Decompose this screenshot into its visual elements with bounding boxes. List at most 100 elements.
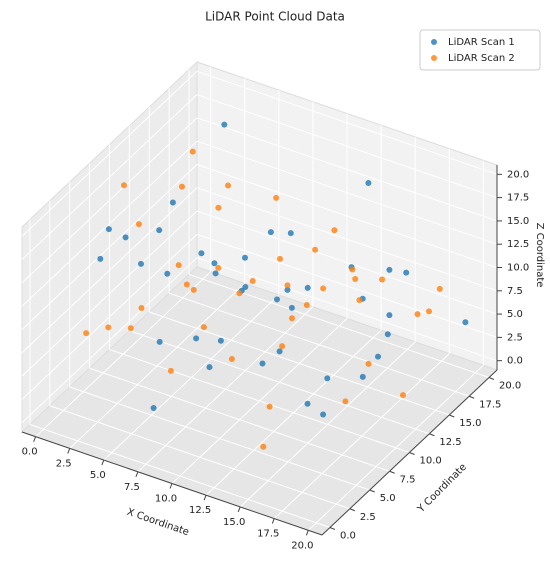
tick-mark [67, 448, 71, 454]
y-tick-label: 12.5 [439, 437, 461, 448]
tick-mark [305, 530, 309, 536]
point [426, 308, 432, 315]
legend-label: LiDAR Scan 1 [448, 37, 515, 48]
z-tick-label: 15.0 [507, 216, 529, 227]
point [225, 182, 231, 189]
x-tick-label: 17.5 [257, 529, 279, 540]
legend-marker [431, 55, 437, 61]
point [320, 411, 327, 418]
point [365, 180, 372, 186]
y-tick-label: 15.0 [459, 418, 481, 429]
grid-line [21, 210, 198, 377]
point [324, 375, 331, 382]
point [127, 325, 134, 332]
point [375, 353, 381, 360]
legend: LiDAR Scan 1 LiDAR Scan 2 [419, 29, 541, 71]
point [320, 285, 327, 292]
z-axis-label: Z Coordinate [534, 223, 545, 288]
point [384, 331, 391, 338]
grid-line [21, 70, 198, 237]
point [279, 343, 286, 350]
point [349, 266, 356, 273]
point [135, 221, 142, 228]
point [179, 183, 185, 190]
point [284, 286, 291, 293]
y-tick-label: 7.5 [400, 474, 416, 485]
grid-line [129, 330, 430, 435]
point [352, 276, 359, 282]
tick-mark [135, 471, 139, 477]
point [175, 262, 182, 269]
point [215, 264, 222, 271]
grid-line [109, 349, 410, 453]
z-tick-label: 0.0 [507, 356, 523, 367]
point [156, 338, 163, 345]
tick-mark [488, 377, 495, 380]
point [331, 227, 338, 234]
point [228, 356, 235, 362]
grid-line [196, 233, 498, 338]
grid-line [196, 210, 498, 315]
point [288, 304, 295, 311]
tick-mark [271, 518, 275, 524]
point [97, 255, 104, 262]
point [189, 148, 196, 155]
grid-line [49, 405, 351, 510]
tick-mark [369, 489, 375, 493]
point [183, 281, 190, 288]
point [386, 312, 393, 319]
grid-line [29, 424, 331, 528]
point [289, 315, 295, 322]
x-tick-label: 0.0 [22, 447, 38, 458]
point [105, 324, 112, 331]
grid-line [21, 187, 198, 354]
point [215, 204, 222, 211]
point [287, 230, 294, 237]
grid-line [21, 140, 198, 307]
point [121, 182, 127, 189]
point [259, 360, 266, 367]
z-tick-label: 20.0 [507, 169, 529, 180]
x-tick-label: 5.0 [90, 470, 106, 481]
point [190, 286, 197, 293]
point [403, 269, 410, 276]
grid-line [21, 234, 198, 400]
point [260, 443, 267, 450]
point [342, 398, 349, 405]
point [249, 278, 256, 284]
x-axis-line [21, 431, 323, 536]
point [242, 284, 249, 290]
grid-line [21, 257, 198, 424]
point [274, 296, 280, 303]
point [212, 270, 219, 277]
grid-line [21, 164, 198, 330]
grid-line [196, 140, 498, 245]
point [304, 400, 311, 407]
point [221, 121, 228, 128]
point [414, 311, 421, 318]
point [303, 302, 310, 308]
point [211, 260, 218, 267]
point [304, 284, 311, 291]
point [138, 260, 144, 267]
point [83, 330, 90, 337]
point [217, 337, 224, 344]
z-tick-label: 12.5 [507, 239, 529, 250]
point [400, 392, 406, 399]
tick-mark [203, 495, 207, 501]
grid-line [196, 187, 498, 292]
grid-line [196, 94, 498, 199]
point [122, 234, 129, 241]
point [277, 255, 283, 262]
legend-label: LiDAR Scan 2 [448, 53, 515, 64]
point [150, 405, 157, 411]
point [138, 305, 145, 311]
y-tick-label: 20.0 [499, 381, 521, 392]
legend-box [419, 29, 541, 71]
grid-line [21, 117, 198, 284]
grid-line [149, 311, 450, 416]
x-tick-label: 12.5 [189, 505, 211, 516]
tick-mark [349, 508, 356, 512]
tick-mark [449, 414, 455, 418]
point [356, 297, 363, 304]
